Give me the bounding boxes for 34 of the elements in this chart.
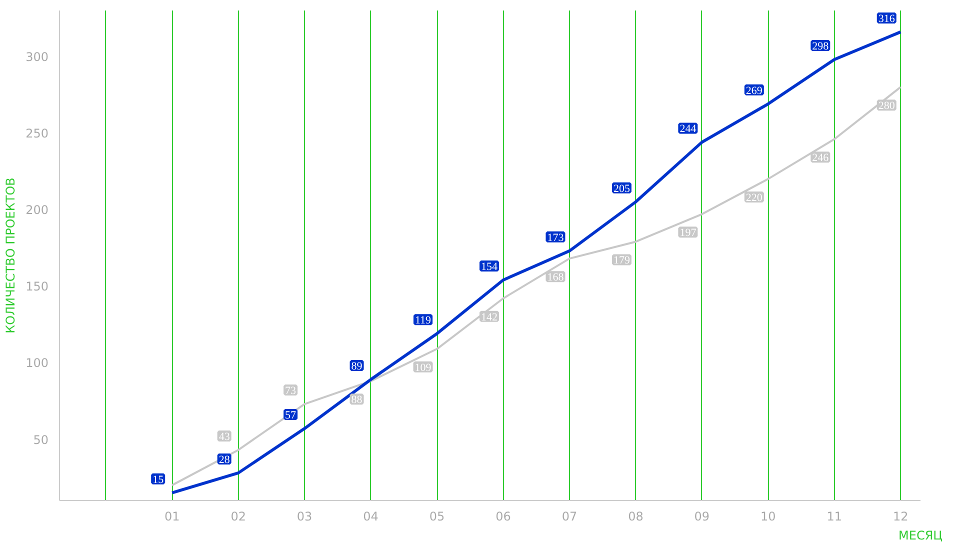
y-axis-title: КОЛИЧЕСТВО ПРОЕКТОВ <box>4 178 18 334</box>
x-tick-label: 04 <box>363 510 378 524</box>
y-tick-label: 50 <box>33 432 49 447</box>
y-tick-label: 250 <box>26 126 48 140</box>
data-label: 298 <box>812 40 830 52</box>
x-tick-label: 02 <box>230 510 246 524</box>
x-tick-label: 10 <box>760 510 776 524</box>
data-label: 244 <box>680 123 697 136</box>
x-tick-label: 07 <box>562 510 578 524</box>
x-axis-title: МЕСЯЦ <box>898 528 942 542</box>
y-tick-label: 150 <box>26 280 48 294</box>
x-tick-label: 01 <box>164 510 180 524</box>
data-label: 316 <box>878 12 896 25</box>
y-tick-label: 100 <box>26 356 48 370</box>
x-tick-label: 05 <box>429 510 445 524</box>
data-label: 88 <box>351 394 363 406</box>
y-tick-label: 300 <box>26 50 48 64</box>
data-label: 168 <box>547 272 564 284</box>
x-tick-label: 03 <box>296 510 312 524</box>
data-label: 269 <box>746 84 763 97</box>
data-label: 119 <box>414 314 432 327</box>
y-tick-label: 200 <box>26 203 48 218</box>
x-tick-label: 06 <box>496 510 511 524</box>
data-label: 205 <box>613 182 630 195</box>
x-tick-label: 11 <box>826 510 842 524</box>
data-label: 57 <box>285 410 297 422</box>
data-label: 154 <box>480 261 498 273</box>
data-label: 173 <box>547 232 564 244</box>
x-tick-label: 12 <box>892 510 908 524</box>
x-tick-label: 08 <box>628 510 644 524</box>
data-label: 15 <box>152 474 164 486</box>
data-label: 28 <box>218 454 230 466</box>
x-tick-label: 09 <box>694 510 710 524</box>
data-label: 89 <box>351 360 363 373</box>
